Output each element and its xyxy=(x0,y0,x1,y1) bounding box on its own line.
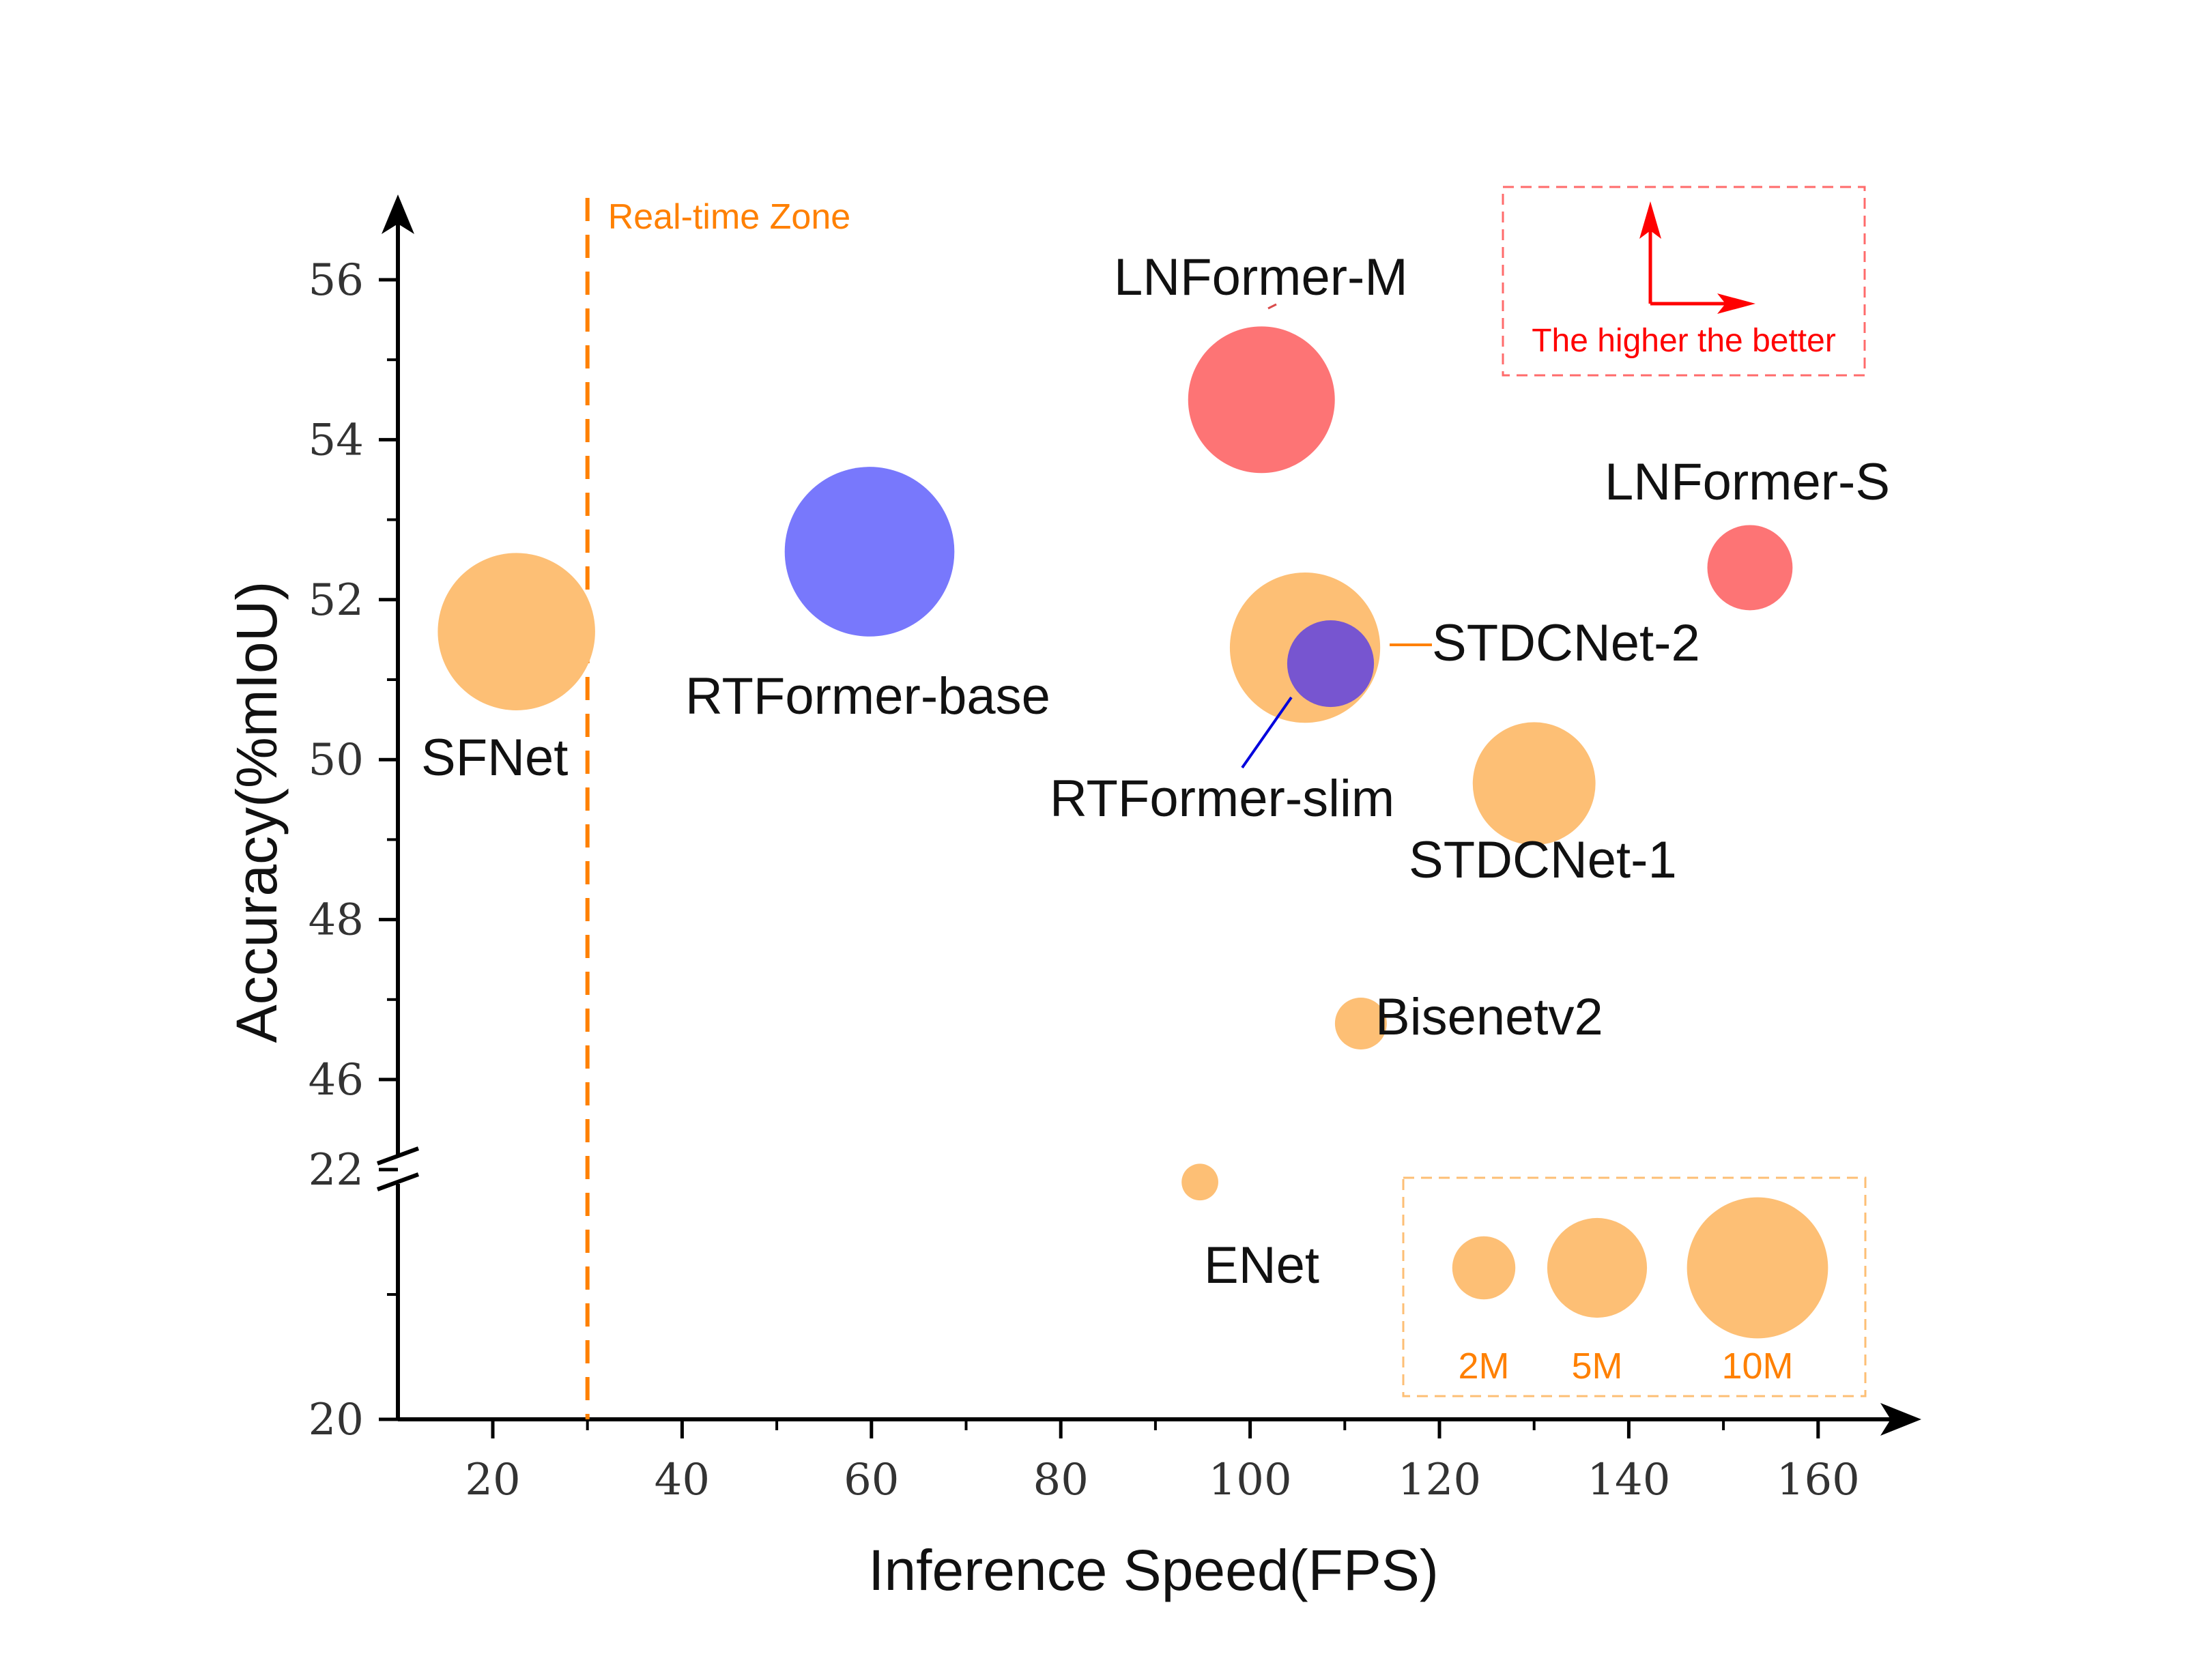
bubble-rtformer-slim xyxy=(1287,620,1375,708)
y-tick-label: 46 xyxy=(309,1055,364,1105)
size-legend-bubble xyxy=(1547,1217,1648,1318)
x-tick-label: 80 xyxy=(1033,1455,1088,1505)
size-legend-box xyxy=(1402,1176,1867,1397)
point-label: STDCNet-2 xyxy=(1432,614,1700,672)
real-time-zone-label: Real-time Zone xyxy=(608,197,850,237)
bubble-enet xyxy=(1181,1163,1218,1201)
size-legend-label: 10M xyxy=(1721,1346,1793,1387)
x-tick-label: 140 xyxy=(1587,1455,1670,1505)
x-tick-label: 60 xyxy=(844,1455,899,1505)
size-legend-bubble xyxy=(1687,1197,1828,1339)
y-tick-label: 50 xyxy=(309,735,364,785)
data-bubbles xyxy=(437,326,1793,1201)
point-labels: SFNet RTFormer-base LNFormer-M LNFormer-S ST… xyxy=(421,248,1890,1294)
bubble-stdcnet-1 xyxy=(1472,722,1596,845)
real-time-zone: Real-time Zone xyxy=(585,197,850,1419)
bubble-lnformer-m xyxy=(1188,326,1335,474)
size-legend-label: 5M xyxy=(1571,1346,1622,1387)
x-axis-arrow xyxy=(1880,1403,1921,1436)
axis-break-mark-upper xyxy=(376,1146,420,1165)
point-label: RTFormer-slim xyxy=(1050,770,1394,828)
y-tick-label: 22 xyxy=(309,1145,364,1196)
size-legend-label: 2M xyxy=(1458,1346,1509,1387)
x-tick-label: 160 xyxy=(1777,1455,1860,1505)
bubble-bisenetv2 xyxy=(1334,997,1387,1049)
point-label: LNFormer-S xyxy=(1605,453,1890,511)
y-tick-label: 54 xyxy=(309,415,364,465)
arrow-up-icon xyxy=(1639,201,1661,239)
y-tick-label: 52 xyxy=(309,575,364,626)
x-tick-label: 20 xyxy=(465,1455,520,1505)
point-label: SFNet xyxy=(421,729,568,787)
point-label: Bisenetv2 xyxy=(1375,988,1603,1046)
point-label: RTFormer-base xyxy=(685,667,1050,725)
note-box xyxy=(1502,186,1866,377)
x-axis-title: Inference Speed(FPS) xyxy=(868,1538,1439,1602)
leader-lines xyxy=(1241,303,1432,769)
x-tick-label: 100 xyxy=(1209,1455,1292,1505)
better-direction-note: The higher the better xyxy=(1502,186,1866,377)
y-tick-label: 48 xyxy=(309,895,364,946)
y-axis-title: Accuracy(%mIoU) xyxy=(225,581,289,1043)
size-legend-bubble xyxy=(1452,1236,1516,1300)
y-axis-arrow xyxy=(382,194,414,234)
bubble-sfnet xyxy=(437,553,595,710)
size-legend: 2M 5M 10M xyxy=(1402,1176,1867,1397)
bubble-rtformer-base xyxy=(784,467,955,637)
bubble-lnformer-s xyxy=(1707,525,1793,611)
better-direction-text: The higher the better xyxy=(1532,323,1836,359)
point-label: STDCNet-1 xyxy=(1409,831,1677,889)
x-tick-label: 40 xyxy=(655,1455,710,1505)
axis-break-mark-lower xyxy=(376,1172,420,1191)
axis-ticks: 20 40 60 80 100 120 140 160 46 48 50 52 54 56 20 22 xyxy=(309,255,1860,1505)
arrow-right-icon xyxy=(1717,293,1755,314)
x-tick-label: 120 xyxy=(1398,1455,1481,1505)
point-label: LNFormer-M xyxy=(1114,248,1408,306)
point-label: ENet xyxy=(1204,1236,1319,1294)
y-tick-label: 56 xyxy=(309,255,364,306)
leader-lnformer-m xyxy=(1267,303,1277,310)
y-tick-label: 20 xyxy=(309,1395,364,1445)
leader-rtformer-slim xyxy=(1241,696,1293,769)
